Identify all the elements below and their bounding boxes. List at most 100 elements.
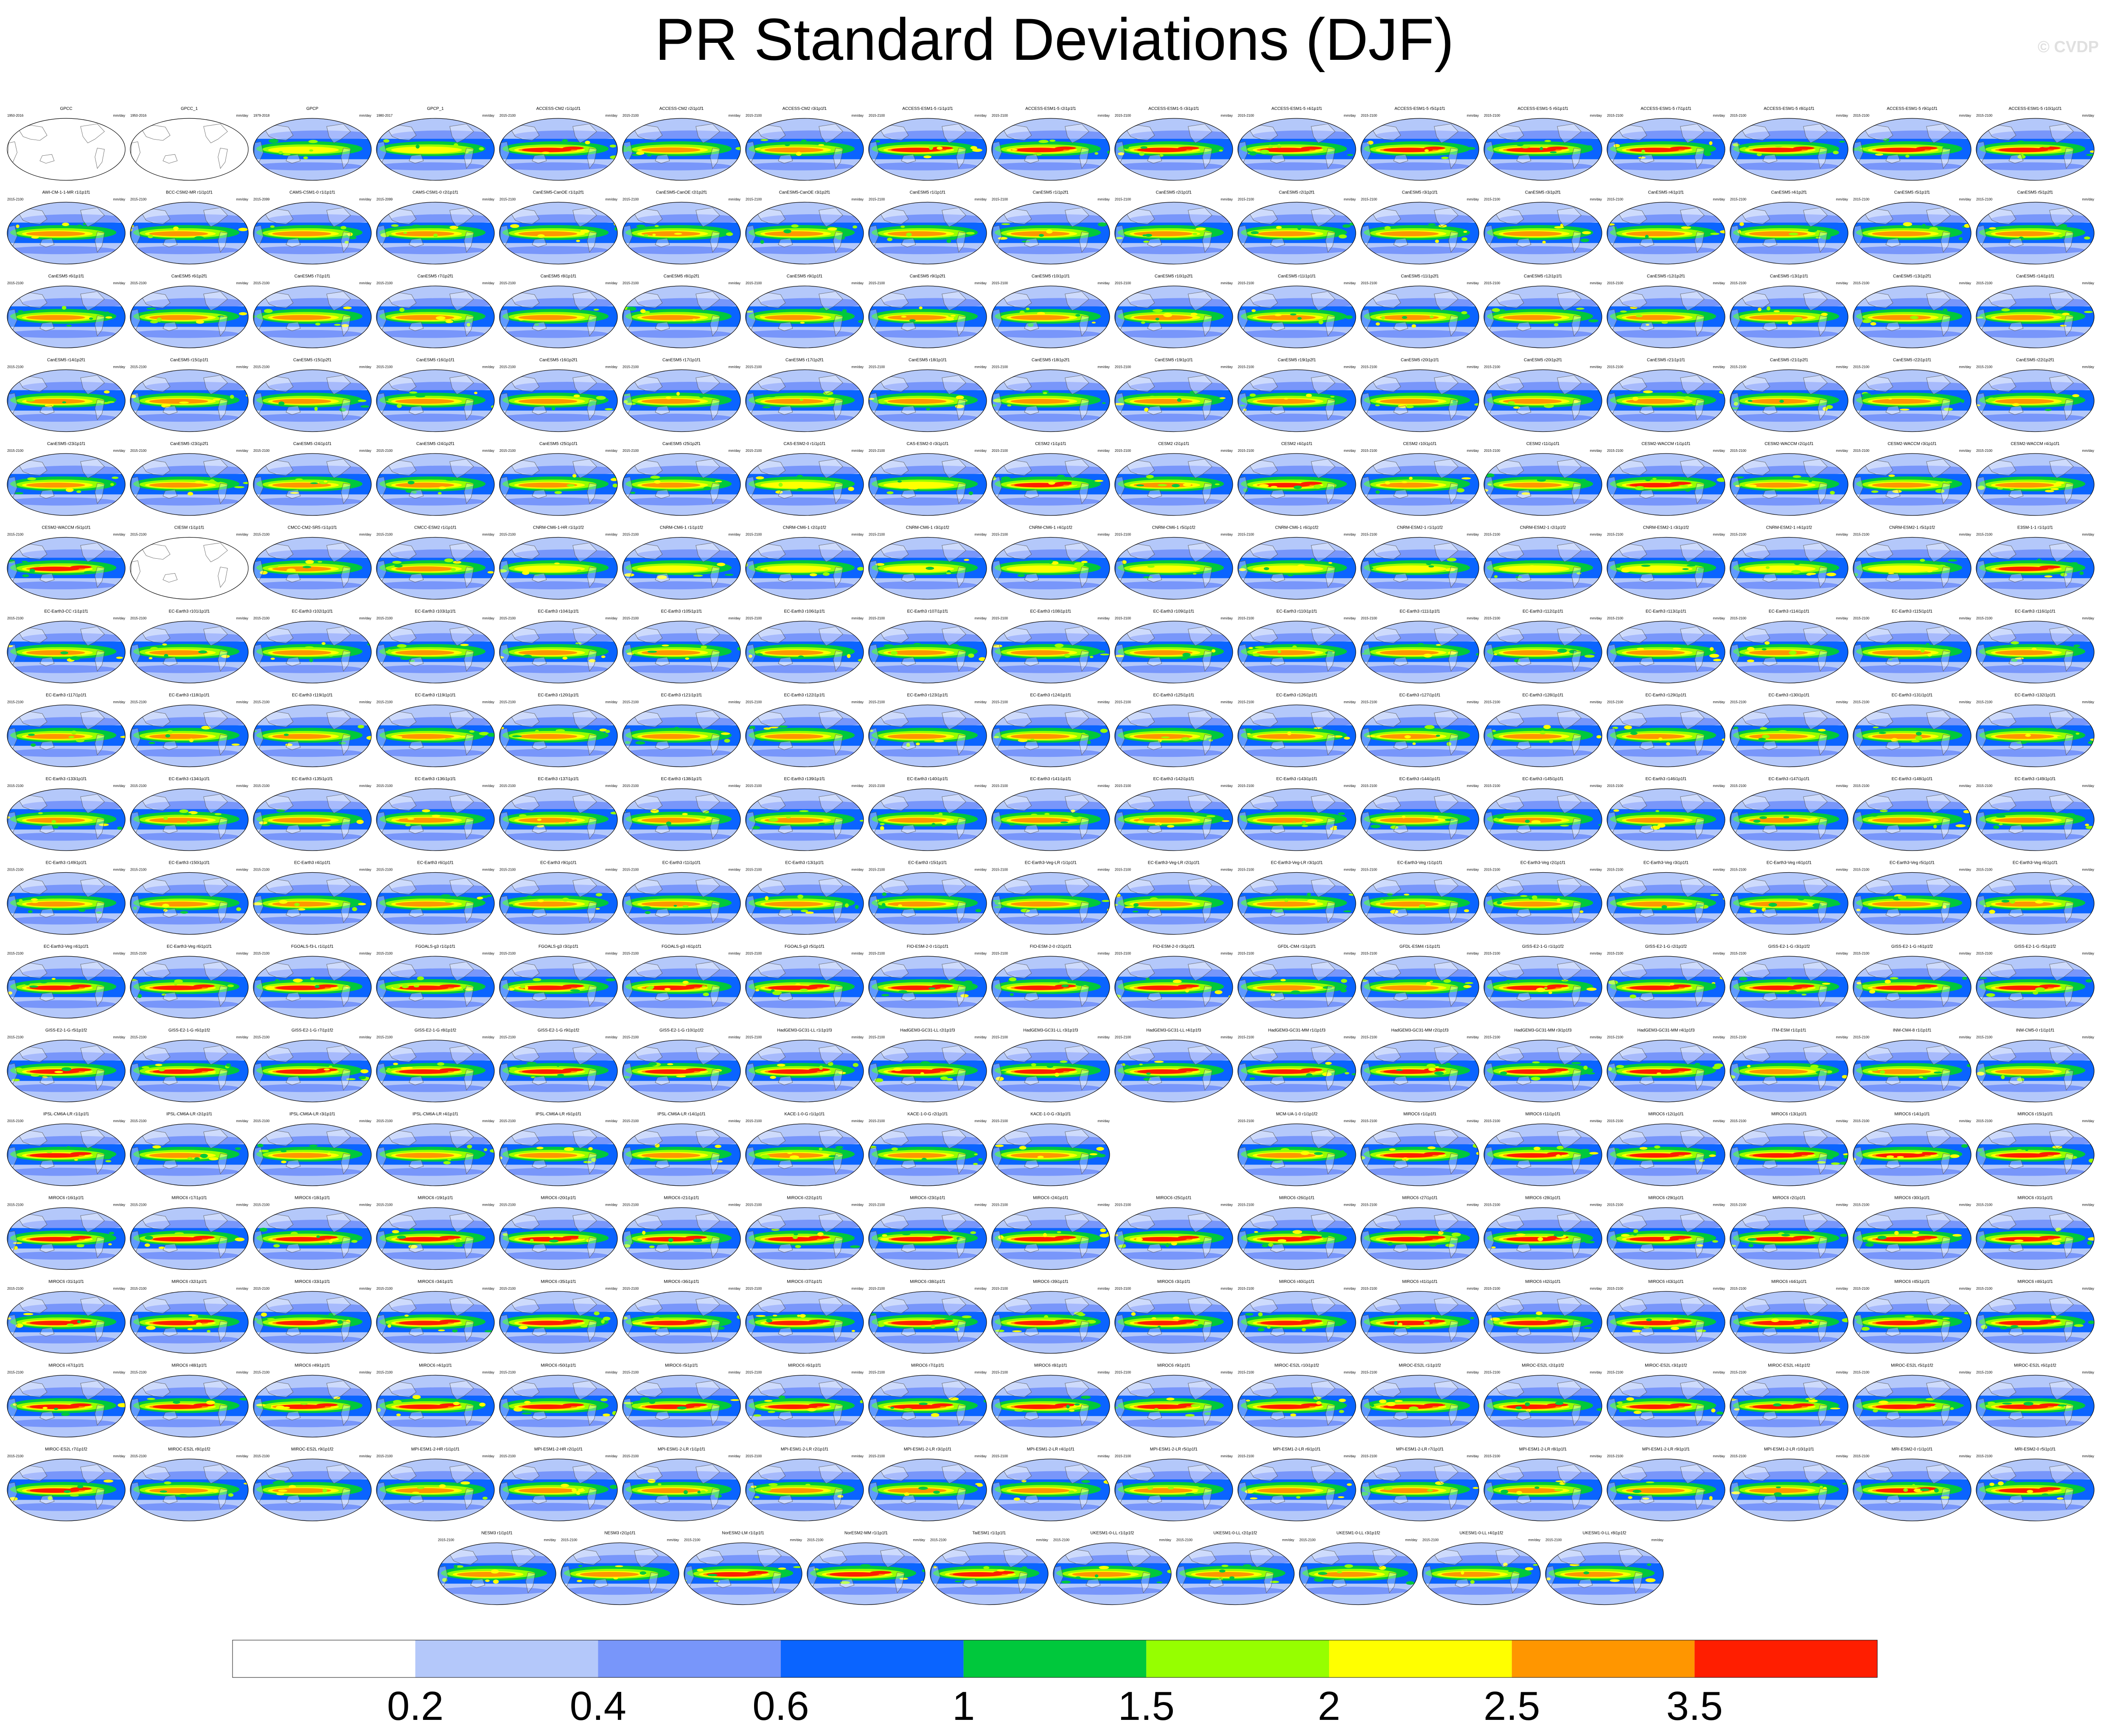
panel-years: 2015-2100: [130, 700, 147, 704]
panel-years: 2015-2100: [499, 616, 516, 620]
map-panel: CanESM5 r2i1p1f1 2015-2100 mm/day: [1114, 190, 1233, 265]
panel-title: ACCESS-ESM1-5 r8i1p1f1: [1764, 106, 1815, 111]
panel-units: mm/day: [975, 449, 987, 453]
panel-units: mm/day: [359, 114, 371, 118]
panel-units: mm/day: [1098, 198, 1110, 202]
panel-title: CanESM5 r23i1p2f1: [170, 442, 208, 446]
map-panel: CanESM5 r2i1p2f1 2015-2100 mm/day: [1237, 190, 1356, 265]
panel-years: 1980-2017: [376, 114, 393, 118]
panel-years: 2015-2100: [376, 533, 393, 537]
map-panel: CanESM5 r19i1p2f1 2015-2100 mm/day: [1237, 358, 1356, 432]
panel-title: ACCESS-CM2 r1i1p1f1: [536, 106, 581, 111]
map-panel: CMCC-CM2-SR5 r1i1p1f1 2015-2100 mm/day: [253, 526, 372, 600]
panel-title: EC-Earth3 r125i1p1f1: [1153, 693, 1195, 698]
map-panel: E3SM-1-1 r1i1p1f1 2015-2100 mm/day: [1976, 526, 2095, 600]
panel-years: 2015-2100: [869, 449, 885, 453]
panel-units: mm/day: [729, 700, 740, 704]
panel-units: mm/day: [1713, 198, 1725, 202]
map-panel: CESM2-WACCM r2i1p1f1 2015-2100 mm/day: [1730, 442, 1848, 516]
panel-title: CanESM5 r11i1p1f1: [1278, 274, 1316, 279]
panel-units: mm/day: [113, 616, 125, 620]
panel-title: GPCP_1: [427, 106, 444, 111]
panel-years: 2015-2100: [1484, 198, 1500, 202]
map-panel: ACCESS-ESM1-5 r3i1p1f1 2015-2100 mm/day: [1114, 106, 1233, 181]
panel-years: 2015-2100: [869, 281, 885, 285]
panel-title: CanESM5 r2i1p2f1: [1279, 190, 1315, 195]
panel-title: CanESM5 r16i1p1f1: [416, 358, 454, 363]
panel-years: 2015-2100: [7, 198, 24, 202]
panel-years: 2015-2100: [869, 365, 885, 369]
map-panel: CanESM5 r6i1p2f1 2015-2100 mm/day: [130, 274, 249, 348]
map-panel: CanESM5 r12i1p1f1 2015-2100 mm/day: [1484, 274, 1602, 348]
panel-units: mm/day: [606, 365, 617, 369]
panel-title: CESM2-WACCM r4i1p1f1: [2011, 442, 2060, 446]
panel-title: CanESM5 r4i1p2f1: [1771, 190, 1807, 195]
watermark: © CVDP: [2037, 38, 2099, 56]
map-panel: ACCESS-CM2 r1i1p1f1 2015-2100 mm/day: [499, 106, 618, 181]
panel-units: mm/day: [1959, 114, 1971, 118]
panel-units: mm/day: [113, 449, 125, 453]
map-panel: CanESM5 r23i1p1f1 2015-2100 mm/day: [7, 442, 126, 516]
panel-units: mm/day: [1713, 700, 1725, 704]
panel-units: mm/day: [1344, 533, 1356, 537]
map-panel: GPCC_1 1950-2016 mm/day: [130, 106, 249, 181]
map-panel: CESM2 r2i1p1f1 2015-2100 mm/day: [1114, 442, 1233, 516]
panel-units: mm/day: [729, 365, 740, 369]
map-panel: CanESM5 r6i1p1f1 2015-2100 mm/day: [7, 274, 126, 348]
panel-title: CanESM5 r14i1p1f1: [2016, 274, 2054, 279]
colorbar-swatch: [1329, 1640, 1512, 1677]
panel-title: GPCP: [306, 106, 319, 111]
panel-title: CanESM5 r18i1p2f1: [1032, 358, 1070, 363]
map-panel: EC-Earth3 r113i1p1f1 2015-2100 mm/day: [1607, 609, 1725, 683]
panel-title: CanESM5 r9i1p1f1: [787, 274, 823, 279]
panel-title: CNRM-CM6-1-HR r1i1p1f2: [533, 526, 584, 530]
panel-units: mm/day: [1713, 365, 1725, 369]
panel-title: CNRM-ESM2-1 r4i1p1f2: [1766, 526, 1812, 530]
map-panel: CMCC-ESM2 r1i1p1f1 2015-2100 mm/day: [376, 526, 495, 600]
panel-years: 2015-2100: [1238, 198, 1254, 202]
panel-title: EC-Earth3 r103i1p1f1: [415, 609, 456, 614]
panel-title: CESM2 r1i1p1f1: [1035, 442, 1066, 446]
panel-units: mm/day: [1344, 616, 1356, 620]
map-panel: CNRM-CM6-1 r4i1p1f2 2015-2100 mm/day: [991, 526, 1110, 600]
panel-units: mm/day: [1959, 365, 1971, 369]
map-panel: CESM2 r1i1p1f1 2015-2100 mm/day: [991, 442, 1110, 516]
panel-years: 2015-2100: [1238, 114, 1254, 118]
panel-years: 2015-2100: [7, 533, 24, 537]
panel-title: EC-Earth3 r124i1p1f1: [1030, 693, 1071, 698]
panel-title: AWI-CM-1-1-MR r1i1p1f1: [42, 190, 90, 195]
panel-title: EC-Earth3-CC r1i1p1f1: [44, 609, 88, 614]
map-panel: CESM2 r4i1p1f1 2015-2100 mm/day: [1237, 442, 1356, 516]
panel-years: 2015-2100: [1238, 616, 1254, 620]
panel-title: EC-Earth3 r113i1p1f1: [1646, 609, 1686, 614]
map-panel: EC-Earth3 r105i1p1f1 2015-2100 mm/day: [622, 609, 741, 683]
panel-years: 2015-2100: [746, 449, 762, 453]
panel-units: mm/day: [1959, 198, 1971, 202]
panel-units: mm/day: [729, 281, 740, 285]
panel-units: mm/day: [236, 449, 248, 453]
panel-title: EC-Earth3 r126i1p1f1: [1276, 693, 1318, 698]
map-panel: CNRM-ESM2-1 r4i1p1f2 2015-2100 mm/day: [1730, 526, 1848, 600]
panel-units: mm/day: [975, 281, 987, 285]
panel-units: mm/day: [1713, 533, 1725, 537]
panel-years: 2015-2100: [499, 198, 516, 202]
panel-title: EC-Earth3 r120i1p1f1: [538, 693, 579, 698]
panel-years: 2015-2100: [1976, 616, 1993, 620]
panel-units: mm/day: [482, 365, 494, 369]
panel-title: CanESM5 r20i1p1f1: [1401, 358, 1439, 363]
colorbar-swatch: [1146, 1640, 1329, 1677]
panel-years: 2015-2100: [499, 449, 516, 453]
panel-years: 2015-2100: [1853, 281, 1870, 285]
panel-years: 1950-2016: [130, 114, 147, 118]
panel-title: CanESM5 r13i1p1f1: [1770, 274, 1808, 279]
panel-title: CESM2 r4i1p1f1: [1281, 442, 1313, 446]
panel-units: mm/day: [1098, 281, 1110, 285]
panel-years: 2015-2100: [1607, 616, 1624, 620]
panel-title: EC-Earth3 r110i1p1f1: [1276, 609, 1317, 614]
panel-units: mm/day: [1590, 114, 1602, 118]
panel-years: 2015-2100: [1484, 616, 1500, 620]
map-panel: CAS-ESM2-0 r1i1p1f1 2015-2100 mm/day: [745, 442, 864, 516]
panel-years: 2015-2100: [253, 449, 270, 453]
map-panel: CanESM5 r9i1p2f1 2015-2100 mm/day: [868, 274, 987, 348]
